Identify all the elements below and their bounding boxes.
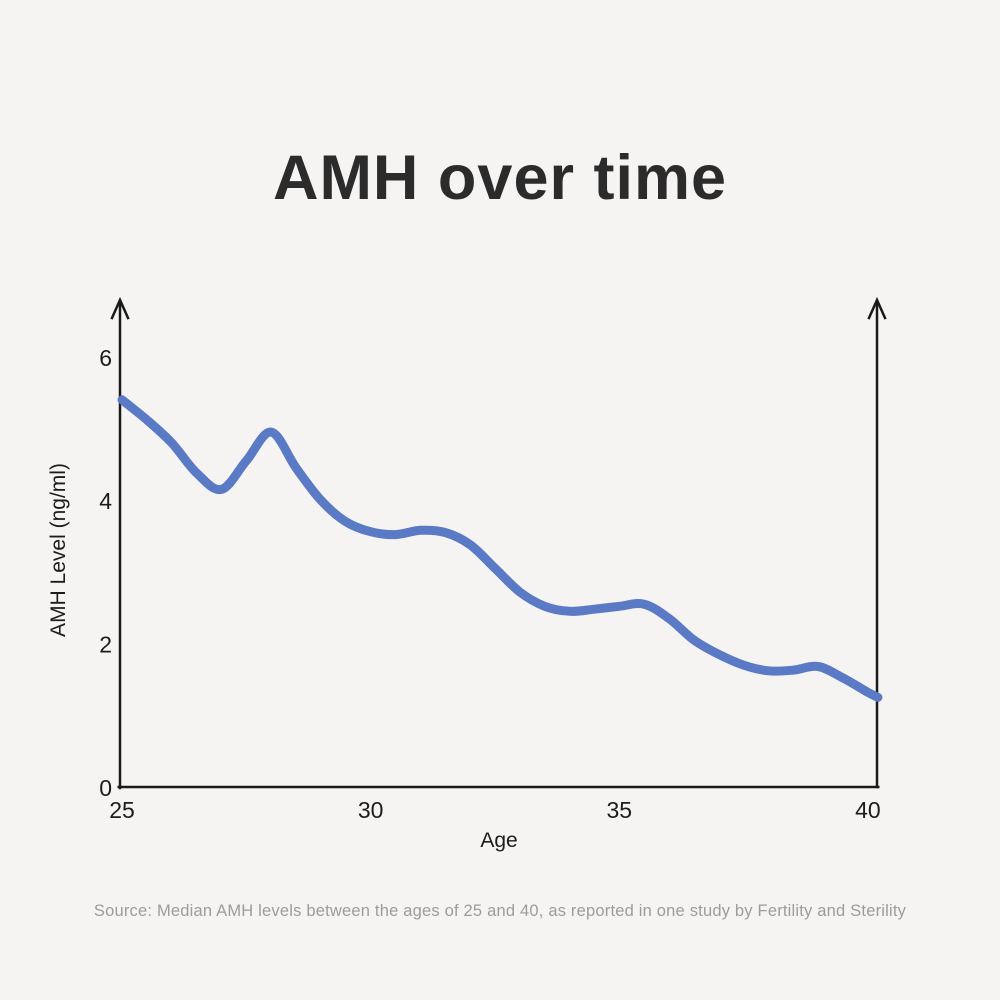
- source-note: Source: Median AMH levels between the ag…: [93, 902, 907, 920]
- right-axis-arrow-icon: [867, 296, 887, 320]
- y-tick-label-0: 0: [99, 775, 112, 801]
- y-tick-label-4: 4: [99, 488, 112, 514]
- x-axis-title: Age: [480, 829, 517, 852]
- y-tick-label-6: 6: [99, 345, 112, 371]
- y-axis-title: AMH Level (ng/ml): [47, 463, 70, 637]
- y-tick-label-2: 2: [99, 632, 112, 658]
- x-tick-label-30: 30: [358, 797, 384, 823]
- chart-title: AMH over time: [272, 143, 728, 213]
- x-tick-label-35: 35: [607, 797, 633, 823]
- tick-labels: 0 2 4 6 25 30 35 40: [99, 345, 881, 823]
- y-axis-arrow-icon: [110, 296, 130, 320]
- axes: [110, 296, 887, 790]
- x-tick-label-40: 40: [855, 797, 881, 823]
- x-tick-label-25: 25: [109, 797, 135, 823]
- amh-curve-line: [117, 395, 883, 702]
